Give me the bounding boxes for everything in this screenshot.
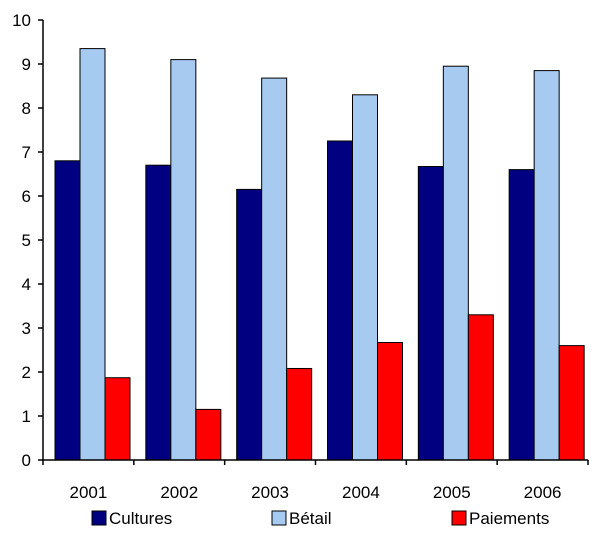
legend-swatch-cultures — [91, 510, 107, 526]
y-tick-label: 7 — [22, 143, 31, 162]
y-tick-label: 10 — [12, 11, 31, 30]
x-tick-label: 2004 — [342, 483, 380, 502]
x-tick-label: 2002 — [160, 483, 198, 502]
y-tick-label: 9 — [22, 55, 31, 74]
y-tick-label: 5 — [22, 231, 31, 250]
bar-cultures-2001 — [54, 160, 81, 461]
bar-cultures-2005 — [417, 166, 444, 461]
bar-paiements-2006 — [558, 345, 585, 461]
bar-cultures-2004 — [327, 140, 353, 461]
legend-label-b-tail: Bétail — [289, 509, 332, 528]
y-tick-label: 3 — [22, 319, 31, 338]
bar-b-tail-2004 — [352, 94, 378, 461]
bar-b-tail-2001 — [79, 48, 106, 461]
y-tick-label: 4 — [22, 275, 31, 294]
axes-layer: 0 1 2 3 4 5 6 7 8 9 10 2001 2002 2003 2004 2005 2006 — [12, 11, 589, 502]
bar-paiements-2003 — [286, 367, 313, 461]
x-tick-label: 2005 — [433, 483, 471, 502]
legend-label-cultures: Cultures — [109, 509, 172, 528]
bar-paiements-2005 — [467, 314, 494, 461]
bars-layer — [54, 48, 585, 461]
y-tick-label: 1 — [22, 407, 31, 426]
bar-paiements-2002 — [195, 408, 222, 461]
bar-b-tail-2003 — [261, 77, 288, 461]
bar-paiements-2001 — [104, 377, 131, 461]
bar-cultures-2006 — [508, 169, 535, 461]
x-tick-label: 2006 — [524, 483, 562, 502]
bar-b-tail-2006 — [533, 70, 560, 461]
bar-paiements-2004 — [377, 342, 403, 461]
legend: Cultures Bétail Paiements — [91, 509, 549, 528]
x-tick-label: 2003 — [251, 483, 289, 502]
bar-cultures-2002 — [145, 164, 172, 461]
y-tick-label: 8 — [22, 99, 31, 118]
y-tick-label: 0 — [22, 451, 31, 470]
x-tick-label: 2001 — [70, 483, 108, 502]
legend-label-paiements: Paiements — [469, 509, 549, 528]
bar-cultures-2003 — [236, 188, 263, 461]
bar-b-tail-2002 — [170, 59, 197, 461]
y-tick-label: 2 — [22, 363, 31, 382]
legend-swatch-b-tail — [271, 510, 287, 526]
legend-swatch-paiements — [451, 510, 467, 526]
y-tick-label: 6 — [22, 187, 31, 206]
bar-b-tail-2005 — [442, 65, 469, 461]
